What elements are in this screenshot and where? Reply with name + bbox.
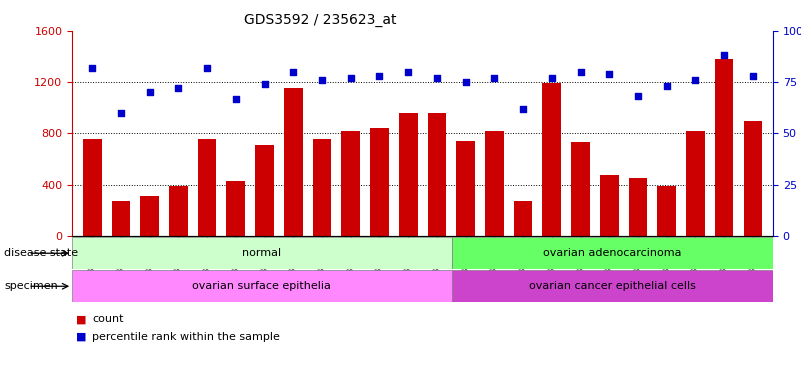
Point <box>545 75 558 81</box>
Point <box>172 85 185 91</box>
Text: GDS3592 / 235623_at: GDS3592 / 235623_at <box>244 13 396 27</box>
Bar <box>341 131 360 236</box>
Bar <box>83 139 102 236</box>
Bar <box>370 128 388 236</box>
Point <box>143 89 156 95</box>
Point <box>660 83 673 89</box>
Bar <box>312 139 332 236</box>
Point <box>402 69 415 75</box>
Text: ■: ■ <box>76 332 87 342</box>
Bar <box>658 186 676 236</box>
Bar <box>111 202 131 236</box>
Point <box>718 52 731 58</box>
Text: ■: ■ <box>76 314 87 324</box>
Bar <box>457 141 475 236</box>
Point <box>689 77 702 83</box>
Bar <box>571 142 590 236</box>
Point <box>229 96 242 102</box>
Bar <box>542 83 562 236</box>
Bar <box>72 237 452 269</box>
Text: disease state: disease state <box>4 248 78 258</box>
Bar <box>513 202 533 236</box>
Point <box>258 81 271 87</box>
Bar <box>485 131 504 236</box>
Point <box>373 73 386 79</box>
Point <box>459 79 472 85</box>
Bar <box>284 88 303 236</box>
Bar <box>452 237 773 269</box>
Bar <box>256 145 274 236</box>
Bar <box>140 196 159 236</box>
Bar <box>227 181 245 236</box>
Text: percentile rank within the sample: percentile rank within the sample <box>92 332 280 342</box>
Point <box>344 75 357 81</box>
Point <box>631 93 644 99</box>
Bar <box>629 179 647 236</box>
Point <box>517 106 529 112</box>
Text: ovarian surface epithelia: ovarian surface epithelia <box>192 281 332 291</box>
Text: count: count <box>92 314 123 324</box>
Bar <box>686 131 705 236</box>
Bar <box>714 59 734 236</box>
Point <box>430 75 443 81</box>
Point <box>86 65 99 71</box>
Bar <box>743 121 763 236</box>
Bar <box>600 174 618 236</box>
Point <box>201 65 214 71</box>
Point <box>316 77 328 83</box>
Bar <box>428 113 446 236</box>
Point <box>574 69 587 75</box>
Bar <box>399 113 417 236</box>
Bar <box>198 139 216 236</box>
Text: specimen: specimen <box>4 281 58 291</box>
Point <box>488 75 501 81</box>
Text: ovarian adenocarcinoma: ovarian adenocarcinoma <box>543 248 682 258</box>
Bar <box>169 186 187 236</box>
Point <box>603 71 616 77</box>
Text: normal: normal <box>243 248 281 258</box>
Text: ovarian cancer epithelial cells: ovarian cancer epithelial cells <box>529 281 696 291</box>
Bar <box>72 270 452 302</box>
Bar <box>452 270 773 302</box>
Point <box>287 69 300 75</box>
Point <box>747 73 759 79</box>
Point <box>115 110 127 116</box>
